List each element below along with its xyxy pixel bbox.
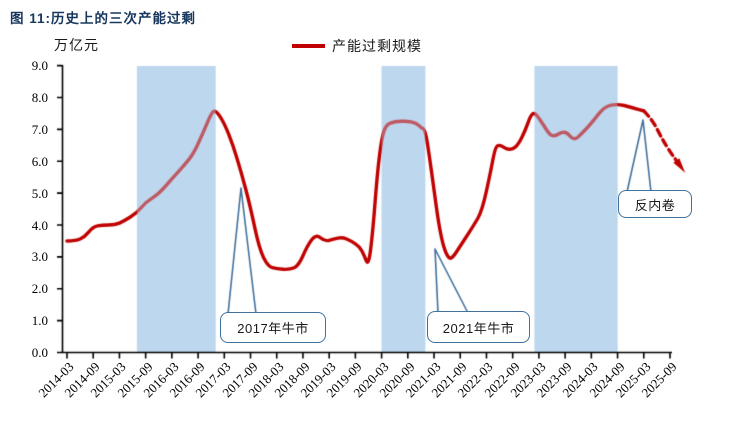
callout-label: 反内卷 <box>634 197 676 213</box>
y-tick-label: 4.0 <box>31 217 48 233</box>
y-tick-label: 7.0 <box>31 121 48 137</box>
y-tick-label: 2.0 <box>31 281 48 297</box>
chart-title: 图 11:历史上的三次产能过剩 <box>10 11 197 26</box>
y-tick-label: 1.0 <box>31 313 48 329</box>
legend: 产能过剩规模 <box>292 36 422 56</box>
y-tick-label: 0.0 <box>31 345 48 360</box>
callout-anti-involution: 反内卷 <box>618 190 692 218</box>
legend-series-label: 产能过剩规模 <box>332 38 422 54</box>
y-tick-label: 6.0 <box>31 153 48 169</box>
callout-2021-bull-market: 2021年牛市 <box>427 311 530 343</box>
y-axis-unit-label: 万亿元 <box>54 37 99 53</box>
y-tick-label: 3.0 <box>31 249 48 265</box>
callout-label: 2017年牛市 <box>237 321 309 336</box>
legend-line-swatch <box>292 44 325 48</box>
y-tick-label: 5.0 <box>31 185 48 201</box>
y-tick-label: 8.0 <box>31 90 48 106</box>
callout-label: 2021年牛市 <box>442 320 515 336</box>
callout-2017-bull-market: 2017年牛市 <box>220 312 326 343</box>
y-tick-label: 9.0 <box>31 58 48 74</box>
